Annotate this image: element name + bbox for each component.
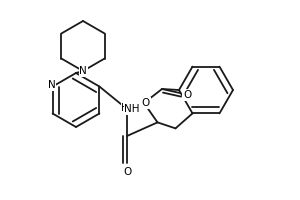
Text: O: O xyxy=(142,98,150,108)
Text: H: H xyxy=(121,103,129,113)
Text: N: N xyxy=(79,66,87,76)
Text: NH: NH xyxy=(124,104,140,114)
Text: N: N xyxy=(48,80,56,90)
Text: O: O xyxy=(183,90,191,100)
Text: O: O xyxy=(123,167,131,177)
